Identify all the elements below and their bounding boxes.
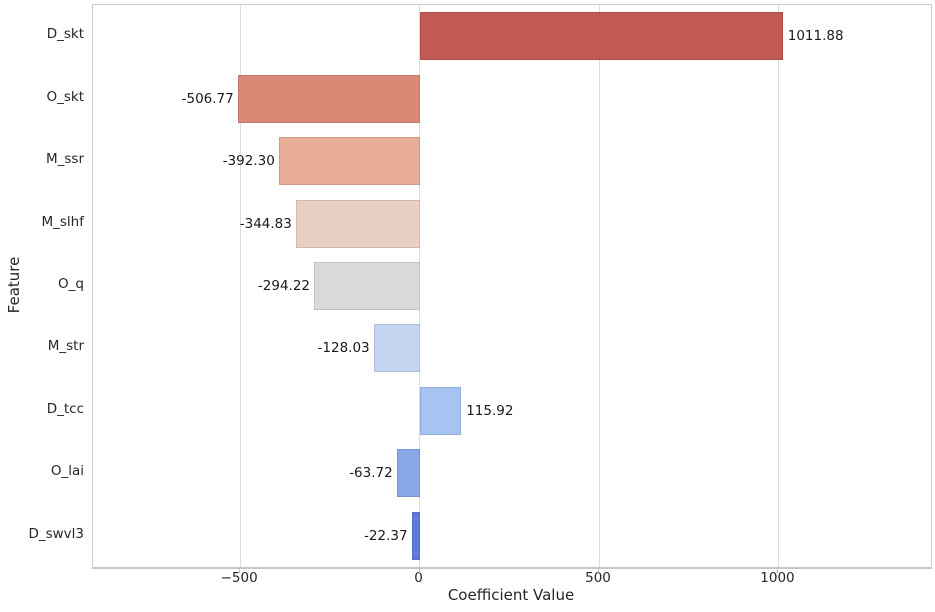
bar-D_tcc bbox=[419, 386, 462, 435]
x-tick-label-1000: 1000 bbox=[760, 570, 795, 586]
y-tick-label-M_str: M_str bbox=[47, 338, 84, 355]
y-tick-label-D_tcc: D_tcc bbox=[46, 400, 84, 417]
x-tick-mark-0 bbox=[418, 568, 420, 573]
bar-O_q bbox=[313, 262, 420, 310]
value-label-O_lai: -63.72 bbox=[349, 465, 393, 482]
value-label-M_ssr: -392.30 bbox=[222, 153, 275, 170]
y-axis-label: Feature bbox=[5, 256, 23, 314]
bar-D_swvl3 bbox=[411, 511, 420, 560]
bar-M_str bbox=[373, 324, 420, 373]
x-tick-label-500: 500 bbox=[585, 570, 611, 586]
y-tick-label-D_swvl3: D_swvl3 bbox=[28, 525, 84, 542]
x-tick-mark-500 bbox=[598, 568, 600, 573]
gridline-x-500 bbox=[598, 5, 600, 567]
y-tick-label-O_skt: O_skt bbox=[46, 88, 84, 105]
y-tick-label-O_lai: O_lai bbox=[50, 463, 84, 480]
y-tick-label-O_q: O_q bbox=[58, 276, 84, 292]
bar-M_ssr bbox=[278, 137, 420, 186]
y-tick-label-M_ssr: M_ssr bbox=[45, 151, 84, 168]
value-label-O_skt: -506.77 bbox=[181, 90, 234, 107]
value-label-D_tcc: 115.92 bbox=[466, 402, 514, 419]
bar-O_skt bbox=[237, 74, 420, 123]
x-tick-label--500: −500 bbox=[220, 570, 258, 586]
x-tick-mark-1000 bbox=[777, 568, 779, 573]
x-tick-label-0: 0 bbox=[414, 570, 423, 586]
plot-area: 1011.88 -506.77 -392.30 -344.83 -294.22 -128.… bbox=[92, 4, 932, 569]
gridline-x-1000 bbox=[777, 5, 779, 567]
y-tick-label-M_slhf: M_slhf bbox=[41, 213, 85, 230]
value-label-D_swvl3: -22.37 bbox=[364, 527, 408, 544]
x-tick-mark--500 bbox=[239, 568, 241, 573]
value-label-O_q: -294.22 bbox=[257, 278, 310, 294]
bar-M_slhf bbox=[295, 199, 420, 248]
y-tick-label-D_skt: D_skt bbox=[46, 26, 84, 43]
gridline-x--500 bbox=[239, 5, 241, 567]
value-label-M_slhf: -344.83 bbox=[239, 215, 292, 232]
value-label-D_skt: 1011.88 bbox=[787, 28, 844, 45]
bar-D_skt bbox=[419, 12, 783, 61]
bar-O_lai bbox=[396, 449, 420, 498]
gridline-x-0 bbox=[419, 5, 421, 567]
x-axis-label: Coefficient Value bbox=[447, 586, 575, 604]
value-label-M_str: -128.03 bbox=[317, 340, 370, 357]
